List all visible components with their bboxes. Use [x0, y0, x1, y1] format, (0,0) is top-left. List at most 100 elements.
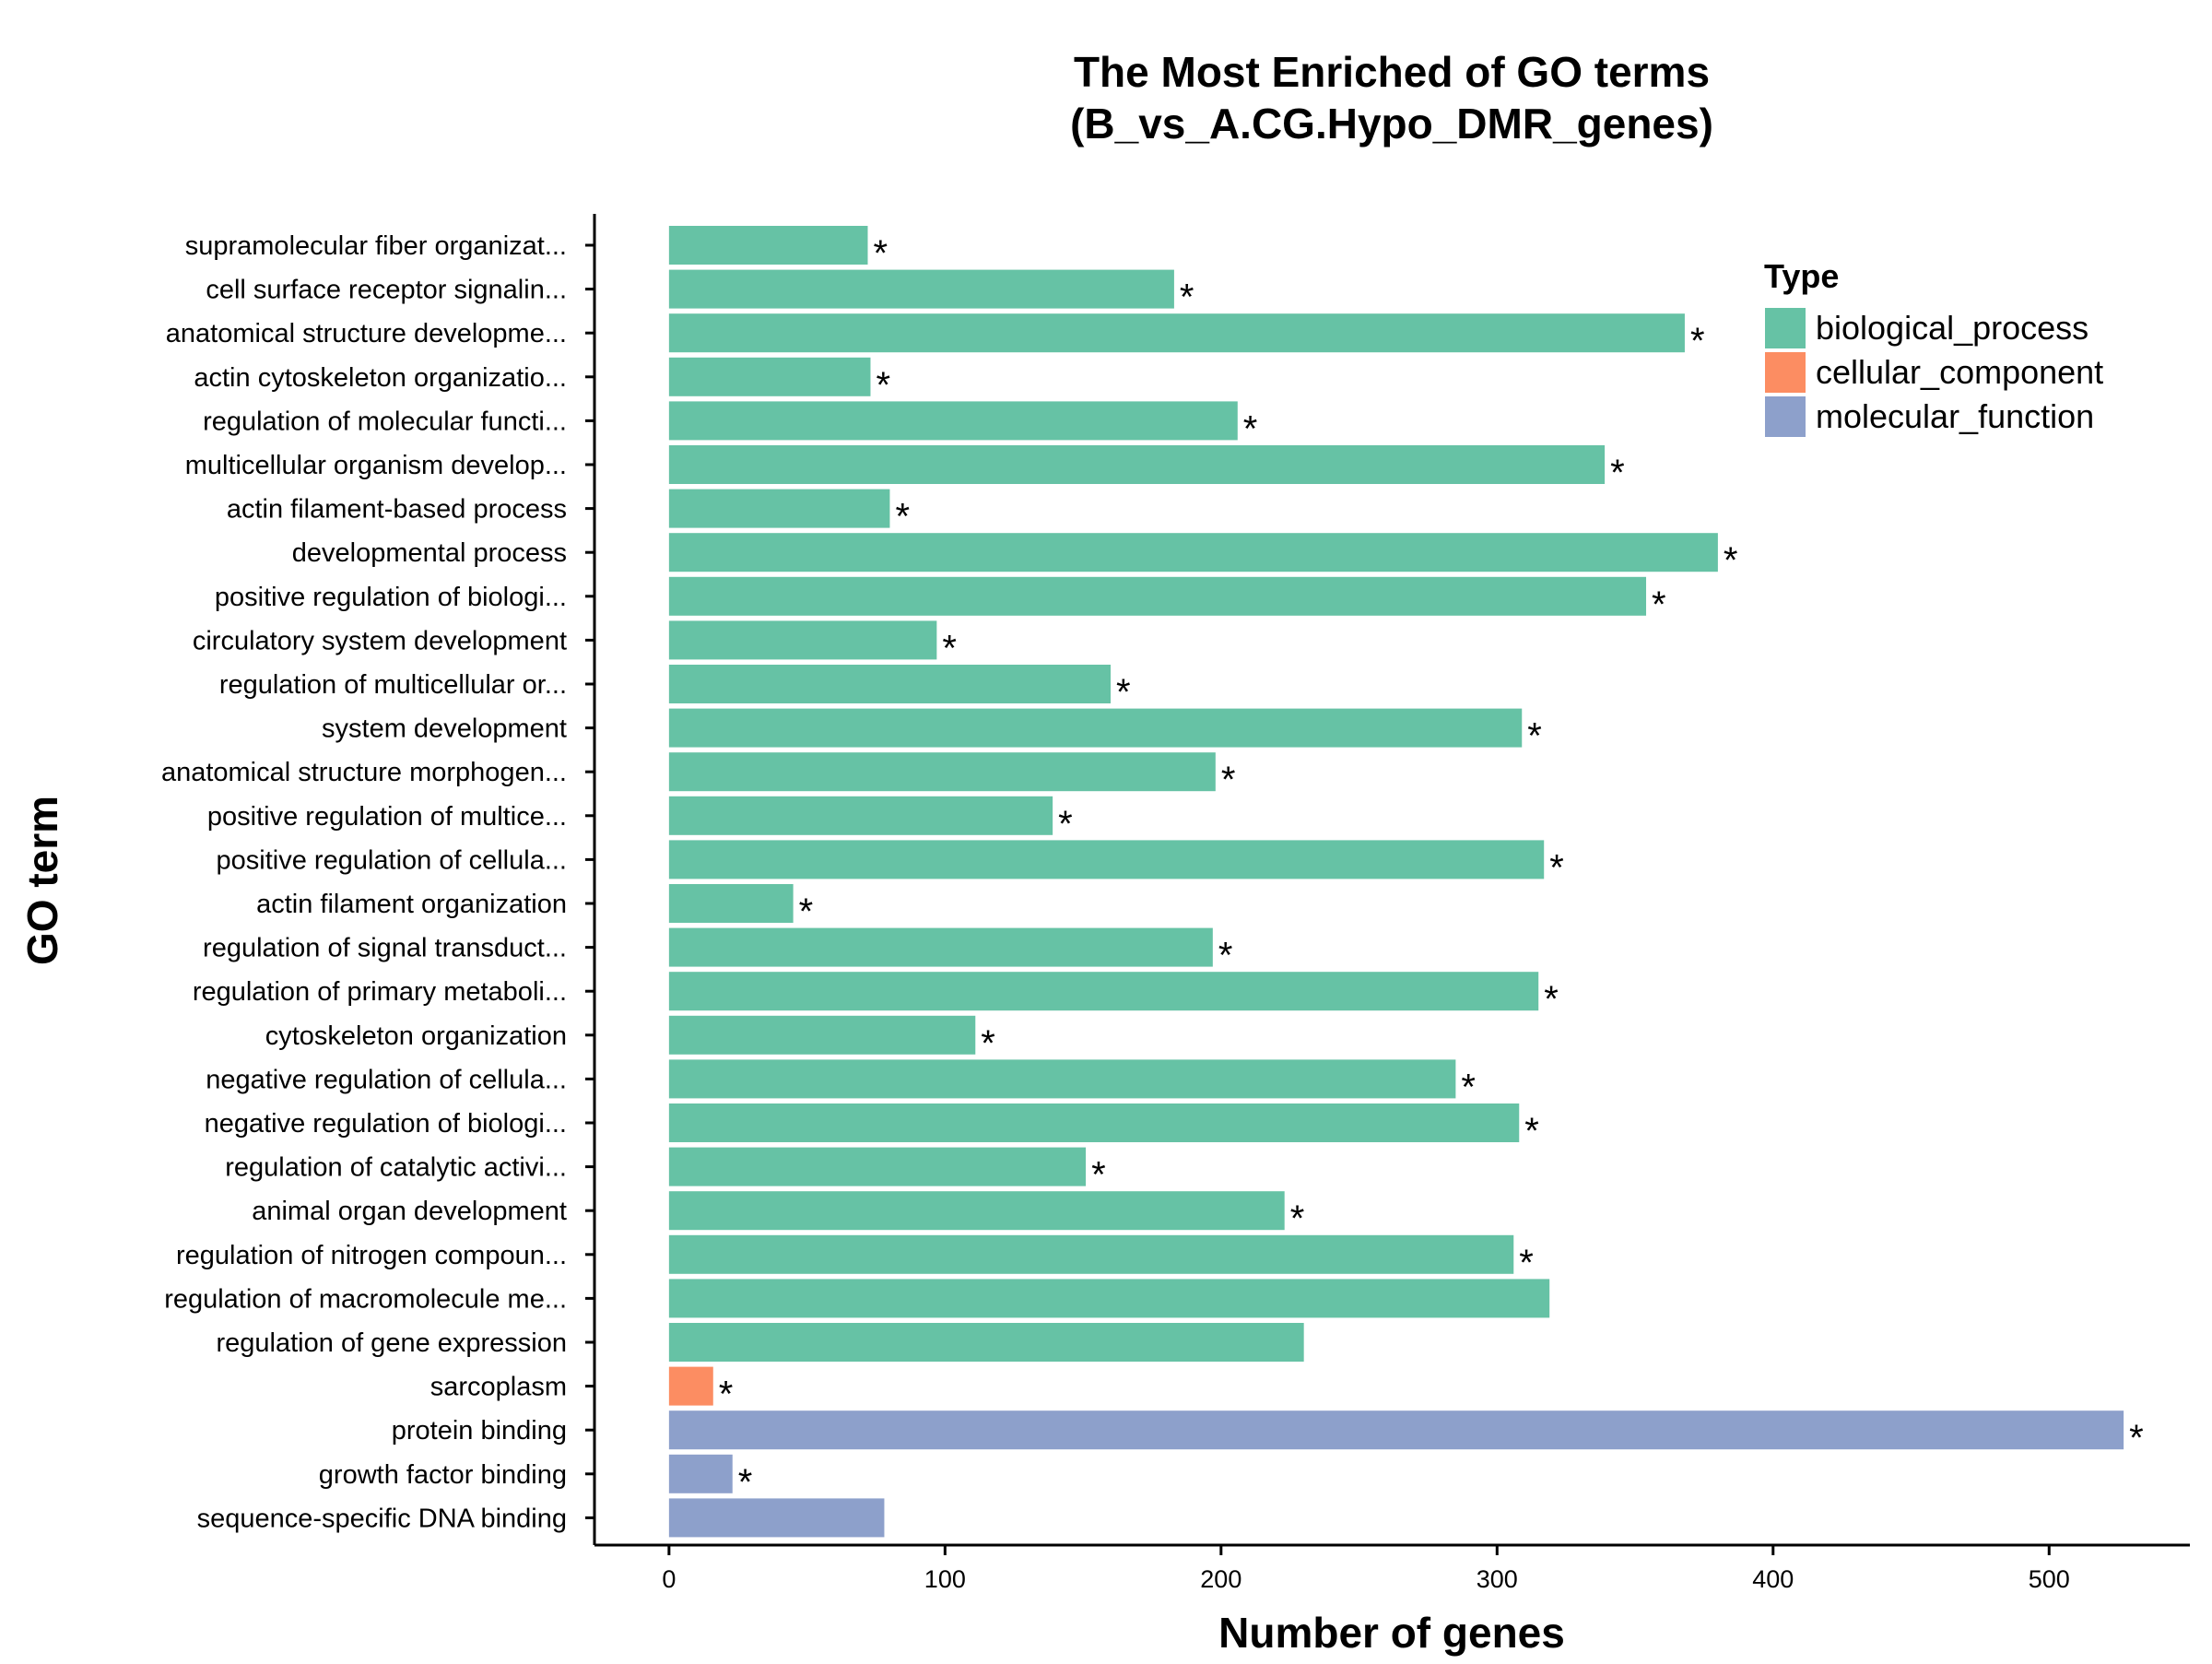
bar	[668, 489, 890, 528]
legend: Type biological_process cellular_componen…	[1763, 257, 2103, 439]
x-axis: 0 100 200 300 400 500	[594, 1543, 2190, 1593]
y-tick-label: protein binding	[392, 1416, 567, 1446]
significance-star: *	[1180, 277, 1194, 318]
y-tick-label: regulation of macromolecule me...	[164, 1284, 567, 1314]
y-tick-label: positive regulation of biologi...	[215, 583, 567, 612]
significance-star: *	[1549, 847, 1564, 888]
bar	[668, 796, 1053, 835]
legend-key-cellular-component	[1763, 350, 1807, 395]
chart-title-line-1: The Most Enriched of GO terms	[1074, 48, 1710, 96]
y-tick-label: sequence-specific DNA binding	[197, 1504, 567, 1533]
significance-markers: * * * * * * * * * * * * * * * * * * * * * * * * * * *	[719, 233, 2144, 1503]
chart-title-line-2: (B_vs_A.CG.Hypo_DMR_genes)	[1070, 100, 1713, 148]
y-tick-label: regulation of catalytic activi...	[225, 1153, 567, 1183]
y-tick-label: developmental process	[292, 538, 567, 568]
bar	[668, 1410, 2124, 1450]
significance-star: *	[1724, 540, 1738, 581]
bar	[668, 884, 794, 923]
y-tick-label: positive regulation of cellula...	[217, 845, 567, 875]
y-tick-label: actin cytoskeleton organizatio...	[194, 363, 567, 393]
y-tick-label: system development	[322, 714, 567, 744]
bar	[668, 313, 1685, 353]
bar	[668, 1147, 1087, 1186]
y-tick-label: negative regulation of cellula...	[206, 1065, 567, 1094]
significance-star: *	[799, 891, 814, 932]
bar	[668, 533, 1718, 572]
y-tick-label: regulation of nitrogen compoun...	[176, 1241, 567, 1270]
y-tick-label: anatomical structure developme...	[166, 319, 567, 348]
y-tick-label: regulation of multicellular or...	[219, 670, 567, 700]
bar	[668, 1234, 1514, 1274]
y-tick-label: positive regulation of multice...	[207, 802, 567, 832]
legend-key-molecular-function	[1763, 395, 1807, 439]
x-tick-label: 0	[662, 1565, 676, 1593]
bar	[668, 226, 868, 265]
significance-star: *	[942, 628, 957, 668]
x-axis-title: Number of genes	[1218, 1609, 1565, 1657]
y-axis-title: GO term	[18, 796, 66, 965]
significance-star: *	[873, 233, 888, 274]
significance-star: *	[1091, 1155, 1106, 1196]
y-tick-label: growth factor binding	[319, 1460, 567, 1490]
bar	[668, 576, 1647, 616]
significance-star: *	[1218, 936, 1233, 976]
bar	[668, 1279, 1550, 1318]
y-tick-label: actin filament organization	[256, 890, 567, 919]
bar	[668, 269, 1174, 309]
legend-label: molecular_function	[1816, 397, 2094, 435]
x-tick-label: 500	[2029, 1565, 2070, 1593]
y-tick-label: cell surface receptor signalin...	[206, 276, 567, 305]
bar	[668, 1191, 1285, 1231]
y-tick-label: regulation of molecular functi...	[203, 407, 567, 436]
significance-star: *	[981, 1023, 995, 1064]
x-tick-label: 100	[924, 1565, 966, 1593]
significance-star: *	[2129, 1418, 2144, 1458]
significance-star: *	[1527, 716, 1542, 757]
significance-star: *	[719, 1375, 734, 1415]
chart-title: The Most Enriched of GO terms (B_vs_A.CG…	[1070, 48, 1713, 148]
x-tick-label: 300	[1477, 1565, 1518, 1593]
y-tick-label: supramolecular fiber organizat...	[185, 231, 567, 261]
significance-star: *	[1461, 1067, 1476, 1107]
significance-star: *	[876, 365, 890, 406]
y-tick-label: multicellular organism develop...	[185, 451, 567, 480]
legend-title: Type	[1764, 257, 1839, 295]
bar	[668, 1103, 1520, 1142]
y-tick-label: sarcoplasm	[430, 1373, 567, 1402]
significance-star: *	[738, 1462, 753, 1503]
x-tick-label: 200	[1200, 1565, 1241, 1593]
y-axis: supramolecular fiber organizat... cell su…	[161, 214, 596, 1545]
bar	[668, 401, 1238, 441]
y-tick-label: anatomical structure morphogen...	[161, 758, 567, 787]
x-tick-label: 400	[1752, 1565, 1794, 1593]
y-tick-label: negative regulation of biologi...	[205, 1109, 567, 1139]
legend-label: cellular_component	[1816, 353, 2103, 391]
bar	[668, 927, 1213, 967]
bar	[668, 840, 1545, 879]
bar	[668, 665, 1112, 703]
significance-star: *	[1221, 760, 1236, 800]
bars	[668, 226, 2124, 1538]
significance-star: *	[1544, 979, 1559, 1020]
bar	[668, 1015, 976, 1055]
significance-star: *	[1243, 408, 1258, 449]
y-tick-label: regulation of gene expression	[217, 1328, 567, 1358]
y-tick-label: animal organ development	[252, 1197, 567, 1226]
bar	[668, 972, 1539, 1011]
y-tick-label: cytoskeleton organization	[265, 1021, 567, 1051]
legend-label: biological_process	[1816, 309, 2088, 347]
y-tick-label: regulation of primary metaboli...	[193, 977, 567, 1007]
y-tick-label: regulation of signal transduct...	[203, 934, 567, 963]
bar	[668, 1323, 1304, 1362]
bar	[668, 357, 871, 396]
y-tick-label: actin filament-based process	[227, 495, 567, 525]
significance-star: *	[1058, 804, 1073, 844]
bar	[668, 1454, 733, 1493]
significance-star: *	[895, 497, 910, 537]
bar	[668, 708, 1523, 748]
bar	[668, 1366, 713, 1406]
significance-star: *	[1116, 672, 1131, 713]
bar	[668, 752, 1216, 792]
